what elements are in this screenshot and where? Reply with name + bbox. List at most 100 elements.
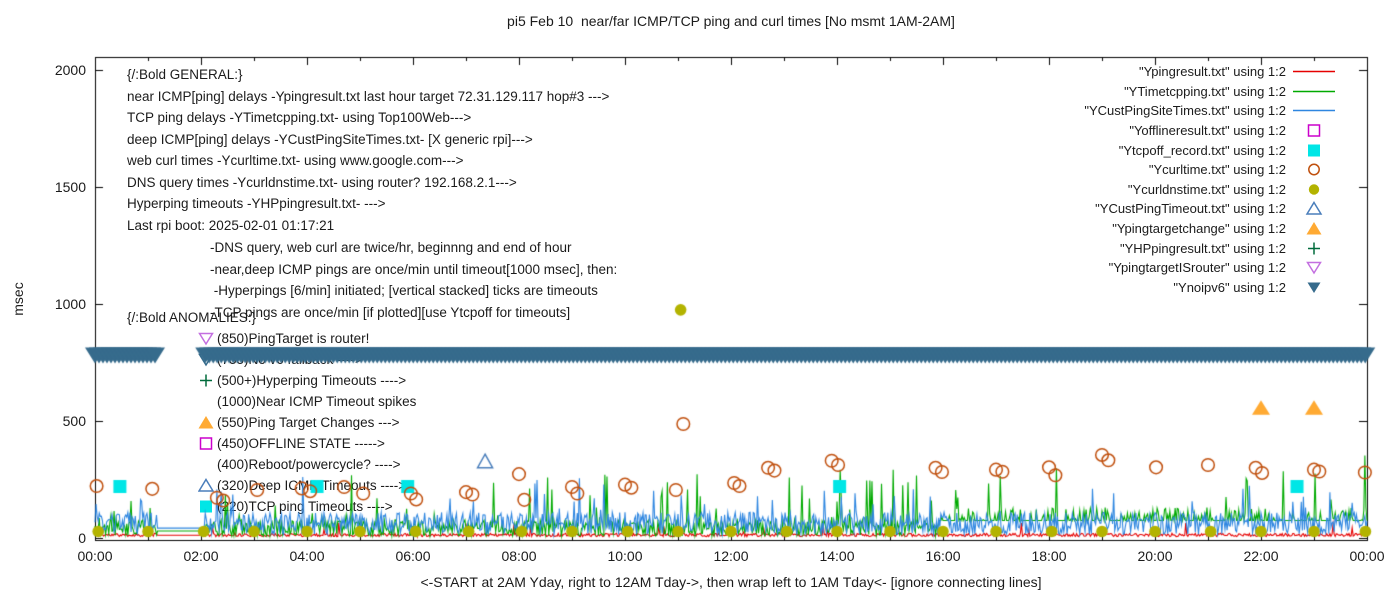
annotation-line: {/:Bold GENERAL:} (127, 67, 243, 82)
y-tick-label: 500 (62, 413, 86, 429)
anomaly-text: (220)TCP ping Timeouts ----> (217, 499, 393, 514)
anomaly-row: (735)No v6 fallback ----> (127, 349, 416, 370)
anomaly-row: (400)Reboot/powercycle? ----> (127, 454, 416, 475)
legend-label: "YCustPingTimeout.txt" using 1:2 (1095, 201, 1286, 217)
chart-title: pi5 Feb 10 near/far ICMP/TCP ping and cu… (507, 13, 955, 29)
legend-label: "Ycurltime.txt" using 1:2 (1148, 162, 1286, 178)
anomaly-text: (400)Reboot/powercycle? ----> (217, 457, 401, 472)
triangle-down-open-icon (198, 353, 214, 367)
legend-marker (1286, 143, 1342, 158)
annotation-line: deep ICMP[ping] delays -YCustPingSiteTim… (127, 131, 533, 147)
annotation-line: DNS query times -Ycurldnstime.txt- using… (127, 174, 517, 190)
anomaly-text: (450)OFFLINE STATE -----> (217, 436, 385, 451)
x-tick-label: 12:00 (713, 548, 749, 564)
x-tick-label: 10:00 (607, 548, 643, 564)
line-icon (1293, 110, 1335, 112)
annotation-note-line: -Hyperpings [6/min] initiated; [vertical… (210, 283, 598, 298)
legend-marker (1286, 84, 1342, 99)
square-filled-icon (200, 500, 212, 513)
legend-item: "YpingtargetISrouter" using 1:2 (1084, 258, 1342, 278)
triangle-down-open-icon (1306, 261, 1322, 275)
triangle-down-filled-icon (1307, 282, 1321, 293)
y-tick-label: 1000 (54, 296, 86, 312)
legend-item: "Ynoipv6" using 1:2 (1084, 278, 1342, 298)
legend-label: "Ycurldnstime.txt" using 1:2 (1127, 181, 1286, 197)
legend-item: "YTimetcpping.txt" using 1:2 (1084, 82, 1342, 102)
legend-item: "Ypingresult.txt" using 1:2 (1084, 62, 1342, 82)
x-tick-label: 06:00 (395, 548, 431, 564)
legend: "Ypingresult.txt" using 1:2 "YTimetcpping… (1084, 62, 1342, 297)
annotation-line: Last rpi boot: 2025-02-01 01:17:21 (127, 217, 335, 233)
x-tick-label: 04:00 (289, 548, 325, 564)
line-icon (1293, 90, 1335, 93)
legend-label: "Yofflineresult.txt" using 1:2 (1129, 123, 1286, 139)
triangle-up-open-icon (198, 478, 214, 492)
plus-icon (1308, 242, 1320, 255)
annotation-line: Hyperping timeouts -YHPpingresult.txt- -… (127, 196, 386, 211)
legend-item: "Ycurldnstime.txt" using 1:2 (1084, 180, 1342, 200)
anomaly-row: (450)OFFLINE STATE -----> (127, 433, 416, 454)
legend-item: "Yofflineresult.txt" using 1:2 (1084, 121, 1342, 141)
legend-marker (1286, 221, 1342, 236)
line-icon (1293, 71, 1335, 73)
anomaly-bullet (197, 373, 215, 388)
legend-label: "Ypingtargetchange" using 1:2 (1112, 221, 1286, 237)
x-tick-label: 16:00 (925, 548, 961, 564)
legend-marker (1286, 162, 1342, 177)
legend-label: "YTimetcpping.txt" using 1:2 (1124, 83, 1286, 99)
anomaly-text: (500+)Hyperping Timeouts ----> (217, 373, 407, 388)
legend-label: "Ytcpoff_record.txt" using 1:2 (1118, 142, 1286, 158)
legend-marker (1286, 123, 1342, 138)
legend-marker (1286, 241, 1342, 256)
circle-filled-icon (1308, 184, 1320, 195)
legend-label: "Ypingresult.txt" using 1:2 (1138, 64, 1286, 80)
legend-item: "Ycurltime.txt" using 1:2 (1084, 160, 1342, 180)
legend-item: "YCustPingSiteTimes.txt" using 1:2 (1084, 101, 1342, 121)
anomalies-header: {/:Bold ANOMALIES:} (127, 310, 257, 325)
anomaly-bullet (197, 436, 215, 451)
x-tick-label: 00:00 (77, 548, 113, 564)
annotation-line: near ICMP[ping] delays -Ypingresult.txt … (127, 88, 610, 104)
legend-label: "Ynoipv6" using 1:2 (1173, 279, 1286, 295)
legend-marker (1286, 280, 1342, 295)
legend-item: "YCustPingTimeout.txt" using 1:2 (1084, 199, 1342, 219)
annotation-line: web curl times -Ycurltime.txt- using www… (127, 153, 464, 168)
legend-marker (1286, 64, 1342, 79)
anomaly-bullet (197, 352, 215, 367)
triangle-down-open-icon (198, 332, 214, 346)
triangle-up-filled-icon (1306, 222, 1322, 235)
legend-label: "YHPpingresult.txt" using 1:2 (1119, 240, 1286, 256)
circle-open-icon (1308, 163, 1320, 176)
x-tick-label: 20:00 (1137, 548, 1173, 564)
legend-marker (1286, 182, 1342, 197)
anomaly-text: (850)PingTarget is router! (217, 331, 370, 346)
anomaly-bullet (197, 478, 215, 493)
square-filled-icon (1308, 144, 1320, 157)
annotation-general-block: {/:Bold GENERAL:} near ICMP[ping] delays … (127, 64, 609, 236)
x-tick-label: 14:00 (819, 548, 855, 564)
anomaly-bullet (197, 499, 215, 514)
y-tick-label: 0 (78, 530, 86, 546)
legend-item: "Ytcpoff_record.txt" using 1:2 (1084, 140, 1342, 160)
anomaly-row: (850)PingTarget is router! (127, 328, 416, 349)
annotation-note-line: -DNS query, web curl are twice/hr, begin… (210, 240, 572, 255)
anomaly-text: (1000)Near ICMP Timeout spikes (217, 394, 417, 409)
legend-label: "YCustPingSiteTimes.txt" using 1:2 (1084, 103, 1286, 119)
annotation-note-line: -near,deep ICMP pings are once/min until… (210, 261, 618, 277)
triangle-up-open-icon (1305, 201, 1323, 216)
legend-item: "YHPpingresult.txt" using 1:2 (1084, 238, 1342, 258)
anomaly-row: (220)TCP ping Timeouts ----> (127, 496, 416, 517)
anomaly-bullet (197, 415, 215, 430)
anomaly-text: (320)Deep ICMP Timeouts ----> (217, 478, 407, 493)
anomaly-row: (550)Ping Target Changes ---> (127, 412, 416, 433)
anomaly-row: (320)Deep ICMP Timeouts ----> (127, 475, 416, 496)
anomaly-text: (735)No v6 fallback ----> (217, 352, 363, 367)
y-tick-label: 1500 (54, 179, 86, 195)
annotation-line: TCP ping delays -YTimetcpping.txt- using… (127, 110, 472, 125)
legend-item: "Ypingtargetchange" using 1:2 (1084, 219, 1342, 239)
legend-marker (1286, 201, 1342, 216)
legend-marker (1286, 260, 1342, 275)
square-open-icon (199, 437, 213, 450)
legend-marker (1286, 103, 1342, 118)
